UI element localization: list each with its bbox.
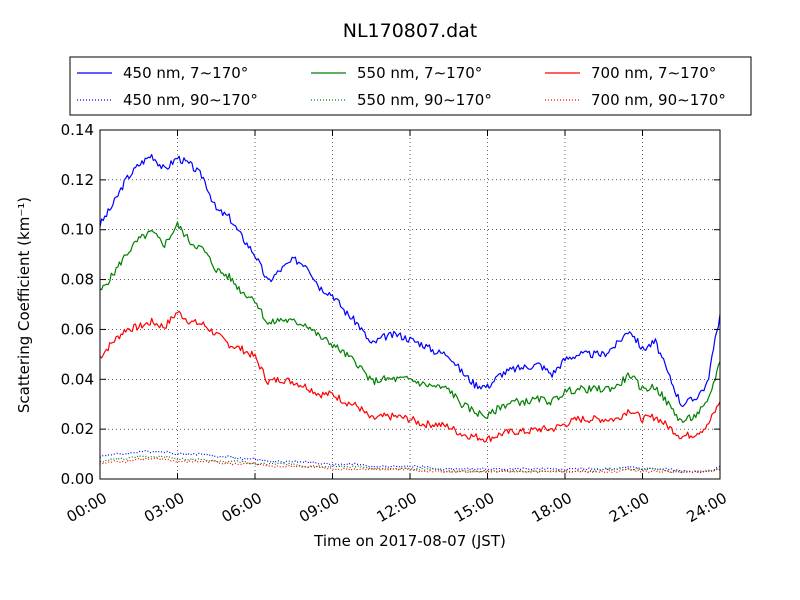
series-group	[99, 153, 721, 474]
grid	[100, 130, 720, 479]
series-line-2	[99, 221, 721, 423]
legend-label: 450 nm, 7∼170°	[123, 64, 248, 82]
legend: 450 nm, 7∼170° 450 nm, 90∼170° 550 nm, 7∼1…	[77, 64, 726, 109]
y-tick-label: 0.04	[61, 370, 94, 388]
x-tick-label: 21:00	[606, 489, 652, 526]
series-line-5	[99, 457, 721, 474]
x-tick-label: 24:00	[684, 489, 730, 526]
series-line-4	[99, 310, 721, 443]
x-axis-label: Time on 2017-08-07 (JST)	[313, 532, 506, 550]
series-line-1	[99, 450, 721, 474]
y-tick-label: 0.12	[61, 171, 94, 189]
legend-box	[69, 56, 752, 116]
x-tick-label: 06:00	[219, 489, 265, 526]
chart-title: NL170807.dat	[343, 20, 478, 42]
x-tick-label: 03:00	[141, 489, 187, 526]
legend-label: 550 nm, 7∼170°	[357, 64, 482, 82]
legend-label: 700 nm, 7∼170°	[591, 64, 716, 82]
y-tick-label: 0.08	[61, 271, 94, 289]
legend-label: 450 nm, 90∼170°	[123, 91, 258, 109]
x-tick-label: 12:00	[374, 489, 420, 526]
x-tick-label: 15:00	[451, 489, 497, 526]
y-tick-label: 0.00	[61, 470, 94, 488]
x-tick-label: 00:00	[64, 489, 110, 526]
y-tick-label: 0.02	[61, 420, 94, 438]
y-axis-label: Scattering Coefficient (km⁻¹)	[15, 197, 33, 413]
y-tick-label: 0.14	[61, 121, 94, 139]
y-tick-label: 0.06	[61, 320, 94, 338]
series-line-0	[99, 153, 721, 407]
y-tick-label: 0.10	[61, 221, 94, 239]
legend-label: 700 nm, 90∼170°	[591, 91, 726, 109]
x-tick-label: 18:00	[529, 489, 575, 526]
x-tick-label: 09:00	[296, 489, 342, 526]
legend-label: 550 nm, 90∼170°	[357, 91, 492, 109]
